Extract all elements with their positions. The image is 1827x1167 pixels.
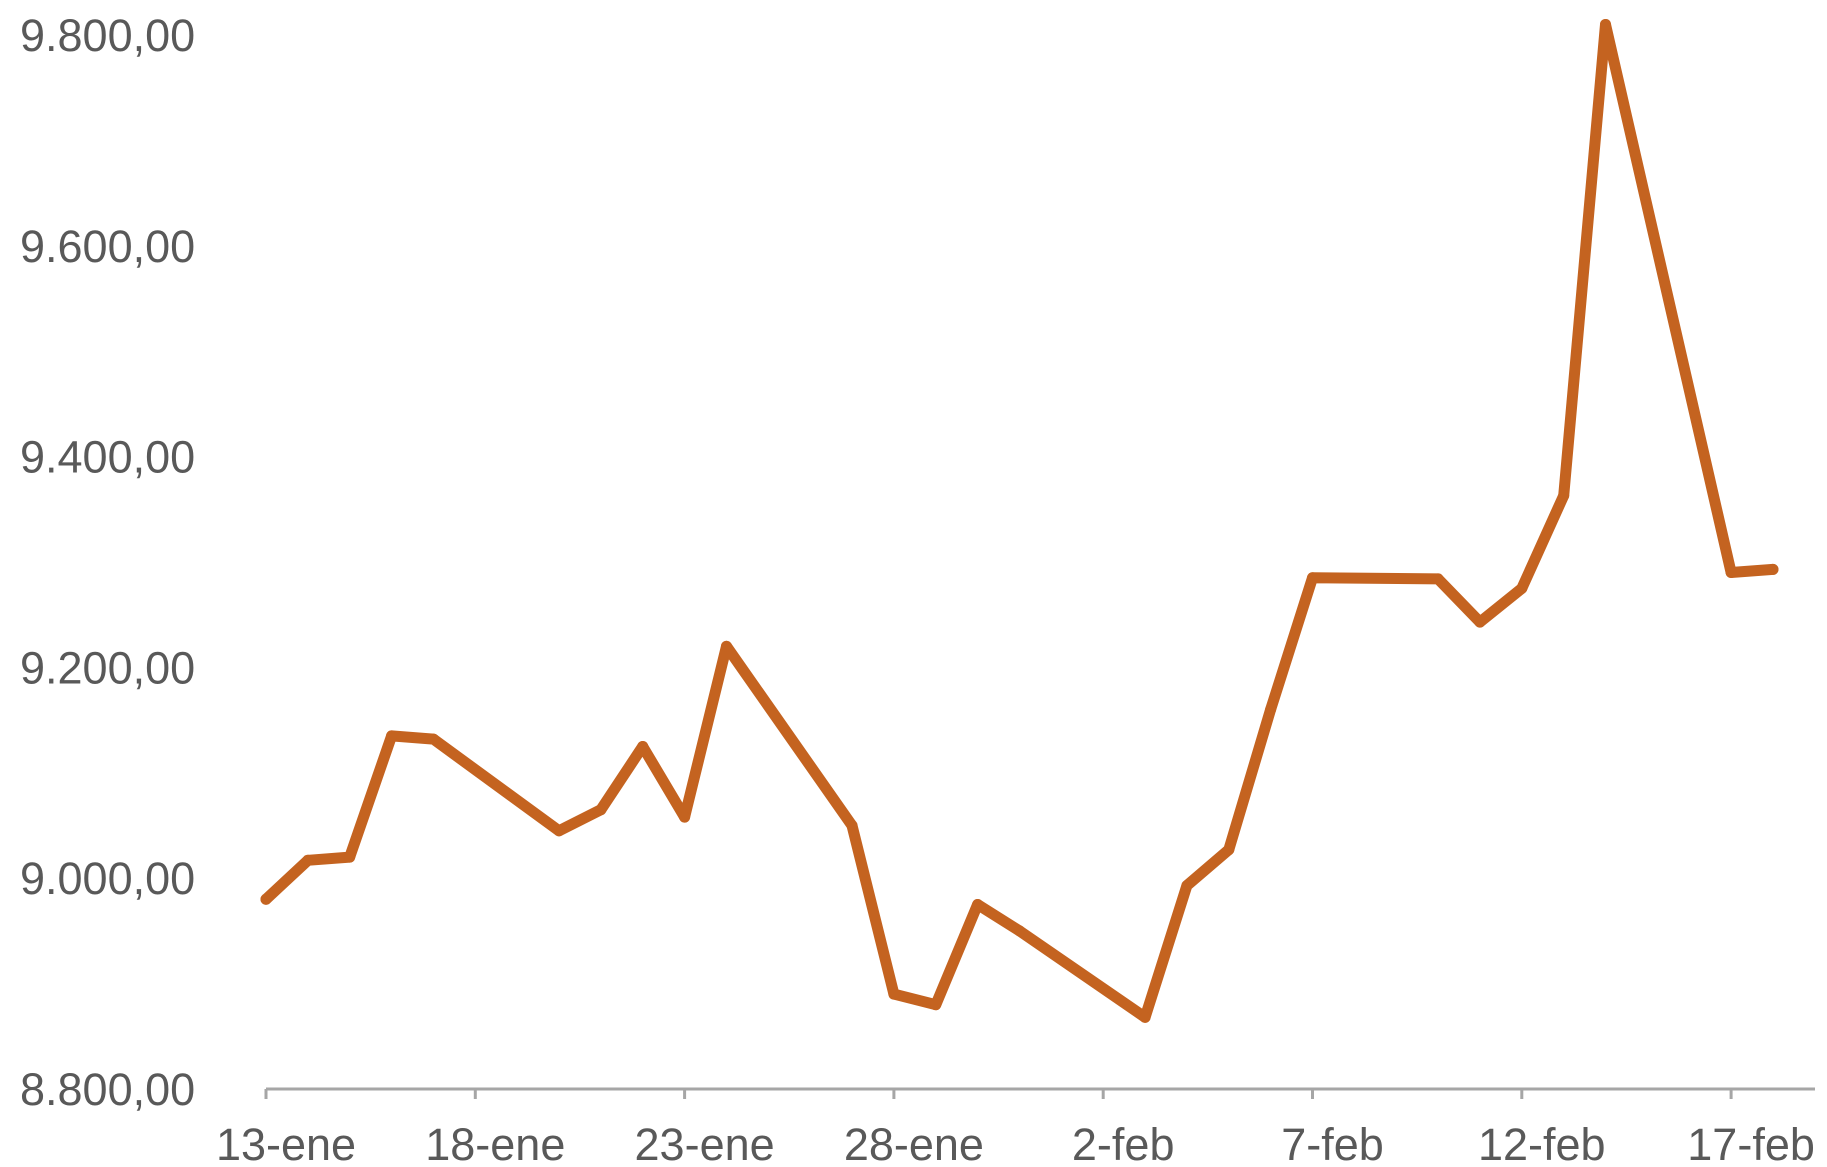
x-tick-label: 18-ene xyxy=(425,1119,565,1167)
x-tick-label: 12-feb xyxy=(1478,1119,1606,1167)
data-point xyxy=(1558,490,1570,502)
data-point xyxy=(1223,844,1235,856)
data-point xyxy=(1600,18,1612,30)
x-tick-label: 23-ene xyxy=(635,1119,775,1167)
data-point xyxy=(1307,572,1318,584)
x-tick-label: 2-feb xyxy=(1072,1119,1175,1167)
data-point xyxy=(972,899,984,911)
y-tick-label: 8.800,00 xyxy=(20,1064,195,1115)
y-tick-label: 9.000,00 xyxy=(20,853,195,904)
data-point xyxy=(427,733,439,745)
data-point xyxy=(846,820,858,831)
data-point xyxy=(595,804,607,816)
x-tick-labels: 13-ene 18-ene 23-ene 28-ene 2-feb 7-feb 12-feb… xyxy=(216,1119,1815,1167)
x-tick-label: 17-feb xyxy=(1687,1119,1815,1167)
x-tick-label: 28-ene xyxy=(844,1119,984,1167)
y-tick-label: 9.400,00 xyxy=(20,432,195,483)
data-point xyxy=(553,825,565,837)
y-tick-label: 9.200,00 xyxy=(20,642,195,693)
data-point xyxy=(1181,880,1193,892)
data-point xyxy=(888,988,900,1000)
axis-layer xyxy=(264,1087,1815,1099)
data-point xyxy=(1725,567,1737,579)
data-point xyxy=(637,740,649,752)
y-tick-label: 9.800,00 xyxy=(20,10,195,61)
data-point xyxy=(1432,573,1444,585)
series-layer xyxy=(260,18,1779,1023)
data-point xyxy=(344,851,356,863)
x-tick-label: 7-feb xyxy=(1281,1119,1384,1167)
data-point xyxy=(386,730,398,742)
y-tick-labels: 8.800,00 9.000,00 9.200,00 9.400,00 9.600,00… xyxy=(20,10,195,1115)
data-point xyxy=(720,640,732,652)
data-point xyxy=(679,811,691,823)
data-point xyxy=(302,854,314,866)
data-point xyxy=(1013,925,1025,937)
x-tick-label: 13-ene xyxy=(216,1119,356,1167)
data-point xyxy=(1474,616,1486,628)
data-point xyxy=(1767,563,1779,575)
data-point xyxy=(260,893,272,905)
data-point xyxy=(930,999,942,1011)
series-line xyxy=(260,19,1779,1023)
y-tick-label: 9.600,00 xyxy=(20,221,195,272)
data-point xyxy=(1139,1011,1151,1023)
data-point xyxy=(1265,704,1277,716)
data-point xyxy=(1516,582,1528,594)
